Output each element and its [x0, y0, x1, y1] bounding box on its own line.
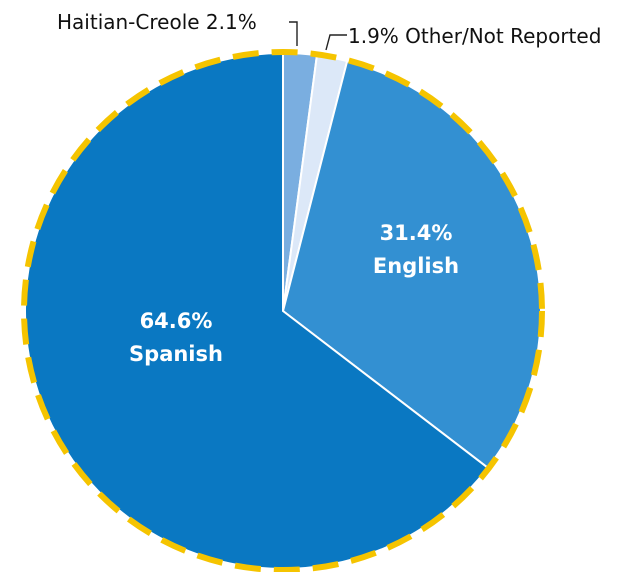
slice-label-haitian-creole: Haitian-Creole 2.1%	[57, 10, 257, 34]
slice-value-haitian-creole: 2.1%	[206, 10, 257, 34]
slice-value-english: 31.4%	[380, 221, 453, 245]
slice-name-other-not-reported: Other/Not Reported	[405, 24, 601, 48]
slice-name-english: English	[373, 254, 459, 278]
slice-name-haitian-creole: Haitian-Creole	[57, 10, 200, 34]
pie-slices	[24, 51, 542, 570]
leader-line-haitian-creole	[289, 21, 298, 46]
slice-value-spanish: 64.6%	[140, 309, 213, 333]
slice-label-other-not-reported: 1.9% Other/Not Reported	[348, 24, 601, 48]
leader-line-other-not-reported	[325, 34, 347, 51]
slice-value-other-not-reported: 1.9%	[348, 24, 399, 48]
pie-border	[21, 49, 545, 572]
slice-name-spanish: Spanish	[129, 342, 223, 366]
